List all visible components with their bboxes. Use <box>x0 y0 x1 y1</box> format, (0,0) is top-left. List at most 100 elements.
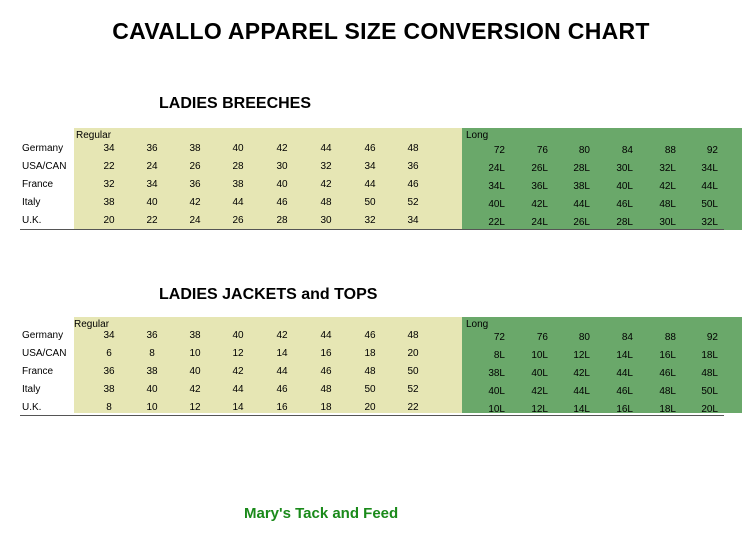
regular-size-cell: 42 <box>232 366 244 377</box>
long-size-cell: 18L <box>659 404 676 415</box>
long-size-cell: 24L <box>488 163 505 174</box>
regular-size-cell: 20 <box>364 402 376 413</box>
regular-size-cell: 44 <box>276 366 288 377</box>
country-label: Italy <box>22 384 41 395</box>
country-label: France <box>22 179 54 190</box>
country-label: Italy <box>22 197 41 208</box>
long-size-band <box>462 128 742 230</box>
long-size-cell: 44L <box>573 199 590 210</box>
regular-size-cell: 22 <box>103 161 115 172</box>
regular-size-cell: 34 <box>103 143 115 154</box>
long-size-cell: 40L <box>531 368 548 379</box>
long-size-cell: 42L <box>531 199 548 210</box>
regular-size-band <box>74 317 480 413</box>
regular-size-cell: 52 <box>407 197 419 208</box>
regular-size-cell: 30 <box>276 161 288 172</box>
regular-size-cell: 44 <box>364 179 376 190</box>
long-size-cell: 80 <box>578 332 590 343</box>
regular-size-cell: 46 <box>364 143 376 154</box>
long-size-cell: 40L <box>488 386 505 397</box>
long-size-cell: 42L <box>573 368 590 379</box>
regular-size-cell: 46 <box>276 384 288 395</box>
regular-size-cell: 48 <box>407 330 419 341</box>
regular-size-cell: 38 <box>189 330 201 341</box>
long-size-cell: 26L <box>531 163 548 174</box>
table-row: U.K. 20 22 24 26 28 30 32 34 22L 24L 26L 28L 30L 32L <box>20 212 724 230</box>
table-row: Italy 38 40 42 44 46 48 50 52 40L 42L 44L 46L 48L 50L <box>20 381 724 399</box>
regular-size-cell: 36 <box>407 161 419 172</box>
long-size-cell: 48L <box>659 199 676 210</box>
long-size-cell: 12L <box>531 404 548 415</box>
regular-size-cell: 44 <box>232 197 244 208</box>
long-size-cell: 14L <box>616 350 633 361</box>
long-size-cell: 38L <box>488 368 505 379</box>
long-size-cell: 8L <box>493 350 505 361</box>
regular-size-cell: 14 <box>276 348 288 359</box>
long-size-cell: 34L <box>488 181 505 192</box>
country-label: Germany <box>22 143 64 154</box>
regular-size-cell: 36 <box>103 366 115 377</box>
regular-size-cell: 34 <box>364 161 376 172</box>
regular-size-cell: 36 <box>146 143 158 154</box>
table-row: U.K. 8 10 12 14 16 18 20 22 10L 12L 14L 16L 18L 20L <box>20 399 724 417</box>
long-size-cell: 42L <box>531 386 548 397</box>
section-title-breeches: LADIES BREECHES <box>159 95 312 112</box>
regular-size-cell: 20 <box>407 348 419 359</box>
regular-size-cell: 30 <box>320 215 332 226</box>
long-size-cell: 48L <box>701 368 718 379</box>
regular-size-cell: 34 <box>103 330 115 341</box>
long-size-cell: 34L <box>701 163 718 174</box>
regular-size-cell: 40 <box>189 366 201 377</box>
table-divider <box>20 229 724 230</box>
regular-size-cell: 22 <box>146 215 158 226</box>
regular-size-cell: 46 <box>276 197 288 208</box>
regular-size-cell: 40 <box>146 384 158 395</box>
regular-size-cell: 40 <box>232 143 244 154</box>
long-size-cell: 72 <box>493 145 505 156</box>
regular-size-cell: 48 <box>320 197 332 208</box>
long-size-cell: 32L <box>701 217 718 228</box>
regular-size-cell: 36 <box>189 179 201 190</box>
regular-size-cell: 8 <box>106 402 112 413</box>
regular-size-cell: 18 <box>320 402 332 413</box>
country-label: Germany <box>22 330 64 341</box>
long-size-cell: 14L <box>573 404 590 415</box>
regular-size-cell: 42 <box>189 197 201 208</box>
regular-header: Regular <box>76 130 112 141</box>
country-label: USA/CAN <box>22 348 67 359</box>
long-size-cell: 42L <box>659 181 676 192</box>
long-size-cell: 44L <box>616 368 633 379</box>
long-size-cell: 44L <box>573 386 590 397</box>
regular-size-cell: 18 <box>364 348 376 359</box>
table-row: France 32 34 36 38 40 42 44 46 34L 36L 38L 40L 42L 44L <box>20 176 724 194</box>
regular-size-cell: 10 <box>146 402 158 413</box>
regular-size-cell: 38 <box>103 384 115 395</box>
long-size-cell: 30L <box>659 217 676 228</box>
regular-size-cell: 32 <box>103 179 115 190</box>
long-size-cell: 46L <box>616 199 633 210</box>
long-size-cell: 38L <box>573 181 590 192</box>
table-row: USA/CAN 22 24 26 28 30 32 34 36 24L 26L 28L 30L 32L 34… <box>20 158 724 176</box>
regular-size-cell: 34 <box>146 179 158 190</box>
page-title: CAVALLO APPAREL SIZE CONVERSION CHART <box>112 18 650 44</box>
regular-size-cell: 42 <box>189 384 201 395</box>
table-row: Germany 34 36 38 40 42 44 46 48 72 76 80 84 88 92 <box>20 140 724 158</box>
table-row: France 36 38 40 42 44 46 48 50 38L 40L 42L 44L 46L 48L <box>20 363 724 381</box>
regular-size-cell: 42 <box>276 143 288 154</box>
long-size-band <box>462 317 742 413</box>
long-size-cell: 20L <box>701 404 718 415</box>
regular-size-cell: 6 <box>106 348 112 359</box>
regular-size-cell: 36 <box>146 330 158 341</box>
long-size-cell: 40L <box>616 181 633 192</box>
long-size-cell: 28L <box>616 217 633 228</box>
regular-size-cell: 40 <box>232 330 244 341</box>
country-label: USA/CAN <box>22 161 67 172</box>
regular-size-cell: 42 <box>276 330 288 341</box>
regular-size-cell: 46 <box>364 330 376 341</box>
long-size-cell: 92 <box>706 332 718 343</box>
regular-size-cell: 44 <box>320 143 332 154</box>
long-size-cell: 10L <box>488 404 505 415</box>
regular-header: Regular <box>74 319 110 330</box>
regular-size-cell: 46 <box>407 179 419 190</box>
long-size-cell: 32L <box>659 163 676 174</box>
